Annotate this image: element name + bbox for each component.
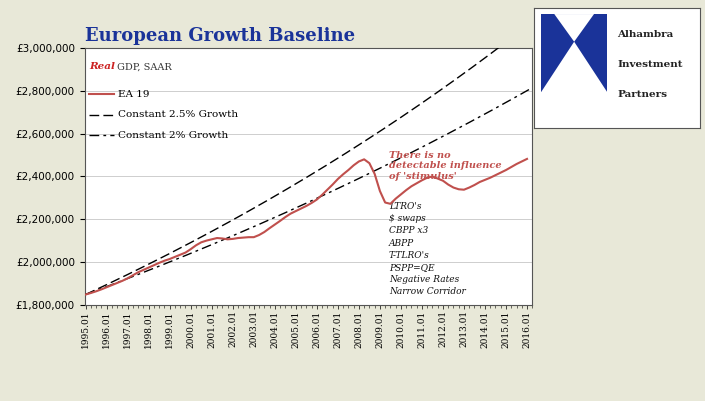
Text: European Growth Baseline: European Growth Baseline (85, 27, 355, 45)
Text: LTRO's
$ swaps
CBPP x3
ABPP
T-TLRO's
PSPP=QE
Negative Rates
Narrow Corridor: LTRO's $ swaps CBPP x3 ABPP T-TLRO's PSP… (389, 202, 466, 296)
Text: There is no
detectable influence
of 'stimulus': There is no detectable influence of 'sti… (389, 151, 502, 180)
Polygon shape (554, 14, 594, 42)
Text: Investment: Investment (618, 60, 682, 69)
Text: EA 19: EA 19 (118, 90, 149, 99)
Text: Constant 2.5% Growth: Constant 2.5% Growth (118, 110, 238, 119)
Text: Real: Real (89, 62, 115, 71)
Text: GDP, SAAR: GDP, SAAR (114, 62, 171, 71)
Text: Partners: Partners (618, 90, 667, 99)
Text: Constant 2% Growth: Constant 2% Growth (118, 131, 228, 140)
Text: Alhambra: Alhambra (618, 30, 673, 38)
Polygon shape (541, 42, 607, 92)
Polygon shape (541, 14, 607, 92)
